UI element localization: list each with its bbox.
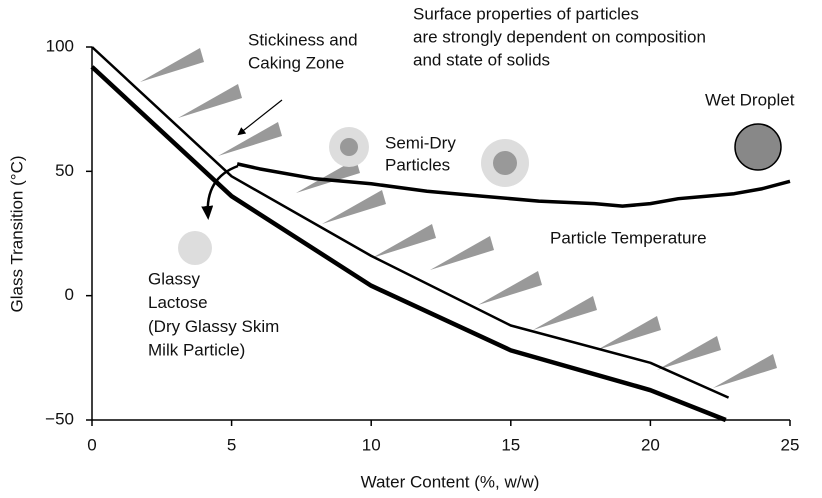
x-tick-label: 20 [641, 435, 660, 454]
y-tick-label: 50 [55, 161, 74, 180]
zone-wedge [140, 48, 204, 82]
zone-wedge [430, 236, 494, 270]
zone-wedge [713, 354, 777, 388]
zone-wedge [657, 336, 721, 370]
x-tick-label: 15 [501, 435, 520, 454]
annotation: Lactose [148, 293, 208, 312]
annotation: Particle Temperature [550, 228, 707, 247]
annotation: Caking Zone [248, 53, 344, 72]
y-tick-label: 0 [65, 285, 74, 304]
zone-wedge [178, 84, 242, 118]
annotation: Glassy [148, 269, 200, 288]
glassy-particle-icon [178, 231, 212, 265]
x-tick-label: 10 [362, 435, 381, 454]
zone-wedge [372, 224, 436, 258]
zone-wedge [218, 122, 282, 156]
annotation: Milk Particle) [148, 341, 245, 360]
zone-wedge [478, 271, 542, 305]
y-axis-label: Glass Transition (°C) [7, 155, 26, 312]
x-axis-label: Water Content (%, w/w) [361, 472, 540, 491]
zone-wedge [533, 296, 597, 330]
annotation: and state of solids [413, 50, 550, 69]
x-tick-label: 0 [87, 435, 96, 454]
annotation: are strongly dependent on composition [413, 27, 706, 46]
annotation: Wet Droplet [705, 90, 795, 109]
decorations [140, 48, 777, 388]
zone-wedge [322, 190, 386, 224]
chart: Water Content (%, w/w) Glass Transition … [0, 0, 822, 498]
annotation: Stickiness and [248, 30, 358, 49]
annotation: Particles [385, 155, 450, 174]
y-tick-label: 100 [46, 36, 74, 55]
particle-core [340, 138, 358, 156]
y-tick-label: −50 [45, 409, 74, 428]
zone-wedge [597, 316, 661, 350]
annotation: Surface properties of particles [413, 4, 639, 23]
annotation: Semi-Dry [385, 133, 456, 152]
annotation: (Dry Glassy Skim [148, 317, 279, 336]
x-tick-label: 5 [227, 435, 236, 454]
x-tick-label: 25 [781, 435, 800, 454]
wet-droplet-icon [735, 124, 781, 170]
particle-core [493, 151, 517, 175]
